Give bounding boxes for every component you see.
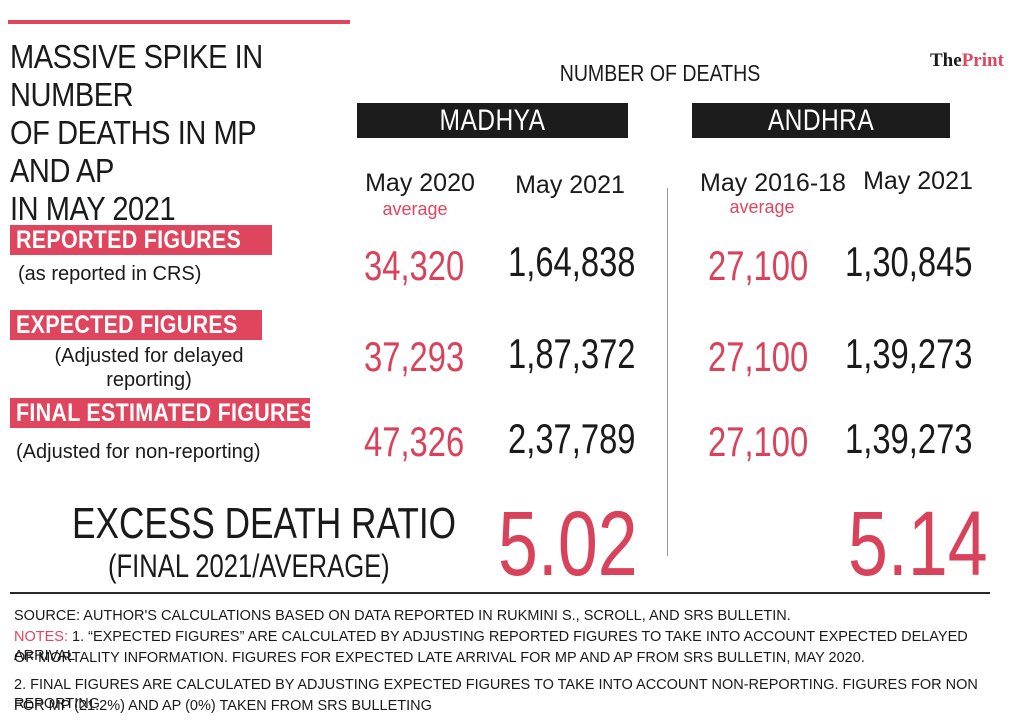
ratio-sublabel: (FINAL 2021/AVERAGE) [108,548,390,584]
brand-logo-part-1: The [930,50,962,71]
value-mp-final-2021: 2,37,789 [508,415,636,462]
note-1-text: 1. “EXPECTED FIGURES” ARE CALCULATED BY … [14,629,968,664]
row-note-expected: (Adjusted for delayed reporting) [54,345,244,391]
value-ap-reported-average: 27,100 [708,242,809,289]
brand-logo-part-2: Print [961,50,1004,71]
row-label-reported: REPORTED FIGURES [10,225,272,255]
ratio-label: EXCESS DEATH RATIO [72,499,457,548]
value-ap-expected-2021: 1,39,273 [845,330,973,377]
notes-label: NOTES: [14,629,68,645]
chart-title: MASSIVE SPIKE IN NUMBER OF DEATHS IN MP … [10,38,314,228]
state-banner-mp: MADHYA PRADESH [357,103,628,172]
state-name-mp: MADHYA PRADESH [431,104,554,172]
row-label-expected-text: EXPECTED FIGURES [16,311,238,339]
col-sub-mp-1: average [382,199,448,219]
value-mp-expected-2021: 1,87,372 [508,330,636,377]
row-label-reported-text: REPORTED FIGURES [16,226,242,254]
value-ap-reported-2021: 1,30,845 [845,238,973,285]
value-mp-final-average: 47,326 [364,418,465,465]
note-2-line-1: 2. FINAL FIGURES ARE CALCULATED BY ADJUS… [14,677,978,712]
title-line-1: MASSIVE SPIKE IN NUMBER [10,38,263,113]
brand-logo: ThePrint [930,50,1004,72]
title-line-3: IN MAY 2021 [10,190,176,227]
title-line-2: OF DEATHS IN MP AND AP [10,114,256,189]
value-ap-final-2021: 1,39,273 [845,415,973,462]
col-sub-ap-1: average [729,197,795,217]
chart-subtitle: NUMBER OF DEATHS [559,60,761,86]
ratio-value-ap: 5.14 [848,493,988,595]
column-divider [667,188,668,556]
value-mp-expected-average: 37,293 [364,333,465,380]
source-note: SOURCE: AUTHOR'S CALCULATIONS BASED ON D… [14,608,791,624]
row-note-reported: (as reported in CRS) [18,263,202,285]
row-label-final: FINAL ESTIMATED FIGURES [10,398,315,428]
top-accent-rule [8,20,350,24]
row-label-final-text: FINAL ESTIMATED FIGURES [16,399,315,427]
col-head-ap-2: May 2021 [863,167,973,195]
col-head-ap-1: May 2016-18 [700,169,846,197]
row-label-expected: EXPECTED FIGURES [10,310,262,340]
note-2-line-2: FOR MP (21.2%) AND AP (0%) TAKEN FROM SR… [14,698,432,714]
note-1-line-1: NOTES: 1. “EXPECTED FIGURES” ARE CALCULA… [14,628,1014,666]
note-1-line-2: OF MORTALITY INFORMATION. FIGURES FOR EX… [14,650,865,666]
value-mp-reported-2021: 1,64,838 [508,238,636,285]
row-note-final: (Adjusted for non-reporting) [16,441,261,463]
value-ap-final-average: 27,100 [708,418,809,465]
state-name-ap: ANDHRA PRADESH [760,104,882,172]
col-head-mp-2: May 2021 [515,171,625,199]
footer-rule [10,592,990,594]
value-mp-reported-average: 34,320 [364,242,465,289]
value-ap-expected-average: 27,100 [708,333,809,380]
ratio-value-mp: 5.02 [498,493,638,595]
state-banner-ap: ANDHRA PRADESH [692,103,950,172]
col-head-mp-1: May 2020 [365,169,475,197]
